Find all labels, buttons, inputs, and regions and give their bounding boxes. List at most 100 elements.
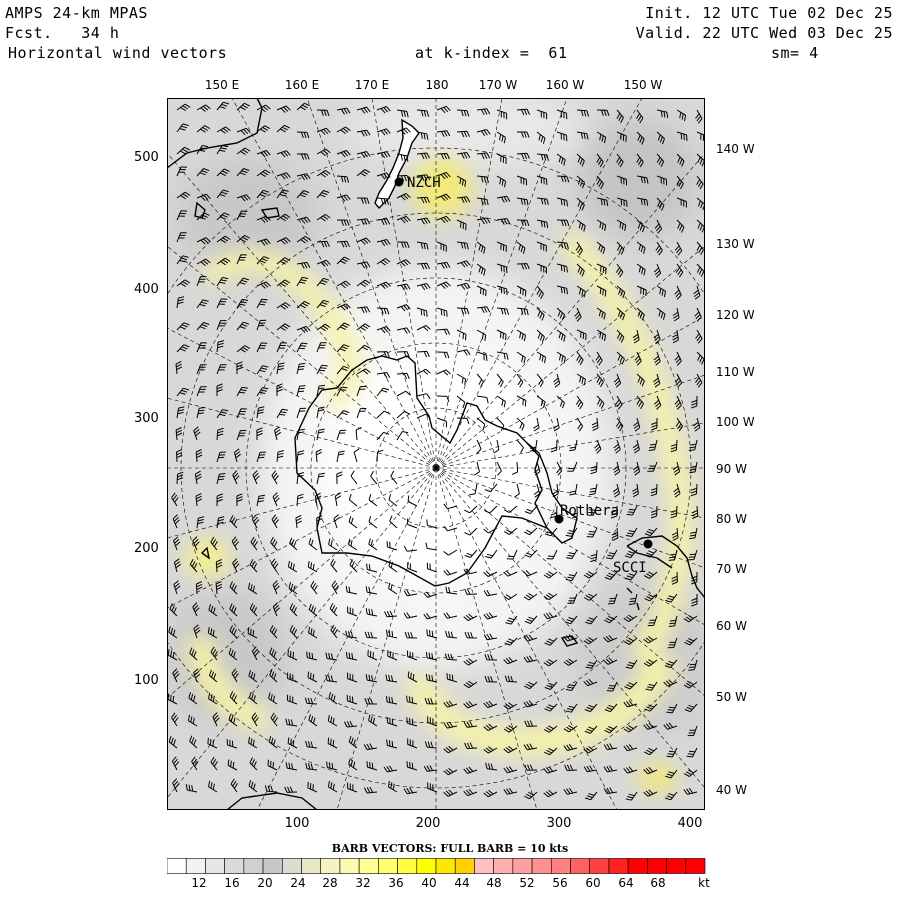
- wind-barb: [523, 527, 538, 536]
- wind-barb: [336, 450, 345, 463]
- wind-barb: [308, 626, 318, 639]
- wind-barb: [603, 743, 618, 751]
- wind-barb: [516, 329, 526, 342]
- wind-barb: [176, 322, 190, 331]
- wind-barb: [176, 103, 191, 112]
- wind-barb: [328, 538, 338, 551]
- k-index: at k-index = 61: [415, 44, 568, 62]
- wind-barb: [576, 285, 586, 298]
- wind-barb: [591, 417, 599, 432]
- wind-barb: [355, 426, 362, 441]
- wind-barb: [389, 515, 398, 529]
- station-rothera[interactable]: Rothera: [554, 503, 620, 524]
- wind-barb: [256, 406, 265, 419]
- wind-barb: [456, 349, 471, 356]
- wind-barb: [633, 417, 641, 432]
- wind-barb: [284, 786, 298, 793]
- wind-barb: [556, 351, 566, 364]
- wind-barb: [596, 307, 606, 320]
- wind-barb: [485, 549, 498, 559]
- wind-barb: [403, 787, 418, 795]
- wind-barb: [289, 603, 298, 617]
- color-bar-swatch: [301, 858, 322, 874]
- wind-barb: [444, 653, 458, 661]
- wind-barb: [196, 406, 206, 419]
- color-bar-swatch: [281, 858, 302, 874]
- right-lon-label: 140 W: [716, 142, 755, 156]
- wind-barb: [563, 724, 578, 733]
- wind-barb: [684, 703, 698, 713]
- wind-barb: [272, 580, 280, 595]
- wind-barb: [648, 439, 658, 451]
- wind-barb: [196, 193, 211, 202]
- station-scci-marker[interactable]: [643, 539, 653, 549]
- wind-barb: [503, 787, 518, 795]
- forecast-hour: Fcst. 34 h: [5, 24, 120, 42]
- y-tick-label: 500: [134, 150, 159, 165]
- station-scci[interactable]: SCCI: [613, 539, 653, 577]
- wind-barb: [336, 410, 350, 419]
- wind-barb: [516, 197, 529, 206]
- wind-barb: [368, 538, 378, 551]
- color-bar-swatch: [435, 858, 456, 874]
- wind-barb: [336, 219, 350, 226]
- color-bar-label: 64: [618, 876, 634, 890]
- wind-barb: [256, 365, 269, 375]
- wind-barb: [536, 307, 545, 321]
- wind-barb: [691, 571, 698, 585]
- wind-barb: [365, 608, 378, 617]
- wind-barb: [336, 240, 350, 248]
- wind-barb: [256, 256, 270, 265]
- wind-barb: [210, 756, 218, 771]
- station-nzch[interactable]: NZCH: [394, 175, 441, 191]
- wind-barb: [623, 700, 638, 708]
- wind-barb: [325, 674, 338, 683]
- wind-barb: [376, 239, 391, 247]
- wind-barb: [365, 586, 378, 595]
- wind-barb: [596, 197, 609, 207]
- wind-barb: [436, 215, 451, 224]
- wind-barb: [564, 615, 578, 625]
- wind-barb: [248, 691, 258, 705]
- color-bar-swatch: [454, 858, 475, 874]
- wind-barb: [336, 107, 351, 115]
- wind-barb: [436, 130, 451, 137]
- wind-barb: [216, 168, 230, 177]
- wind-barb: [427, 716, 438, 727]
- wind-barb: [683, 614, 698, 623]
- wind-barb: [336, 126, 351, 134]
- wind-barb: [336, 471, 343, 485]
- wind-barb: [269, 669, 278, 683]
- wind-barb: [583, 593, 598, 601]
- wind-barb: [463, 766, 478, 774]
- wind-barb: [576, 263, 585, 277]
- wind-barb: [276, 172, 291, 180]
- wind-barb: [169, 603, 178, 617]
- wind-barb: [583, 746, 598, 754]
- color-bar-swatch: [358, 858, 379, 874]
- color-bar-swatch: [493, 858, 514, 874]
- wind-barb: [584, 703, 598, 713]
- wind-barb: [483, 570, 498, 577]
- wind-barb: [287, 649, 298, 661]
- wind-barb: [464, 742, 478, 749]
- wind-barb: [456, 260, 471, 268]
- wind-barb: [476, 197, 489, 206]
- wind-barb: [366, 761, 378, 771]
- wind-barb: [484, 505, 498, 514]
- wind-barb: [496, 109, 508, 120]
- station-rothera-marker[interactable]: [554, 514, 564, 524]
- color-bar-swatch: [416, 858, 437, 874]
- wind-barb: [696, 219, 705, 233]
- wind-barb: [376, 431, 390, 441]
- wind-barb: [463, 568, 478, 575]
- wind-barb: [496, 175, 507, 188]
- wind-barb: [651, 417, 658, 431]
- wind-barb: [524, 549, 538, 558]
- station-nzch-marker[interactable]: [394, 177, 404, 187]
- wind-barb: [695, 329, 703, 344]
- wind-barb: [575, 241, 583, 256]
- wind-barb: [536, 329, 545, 343]
- wind-barb: [666, 747, 678, 758]
- wind-barb: [316, 240, 330, 248]
